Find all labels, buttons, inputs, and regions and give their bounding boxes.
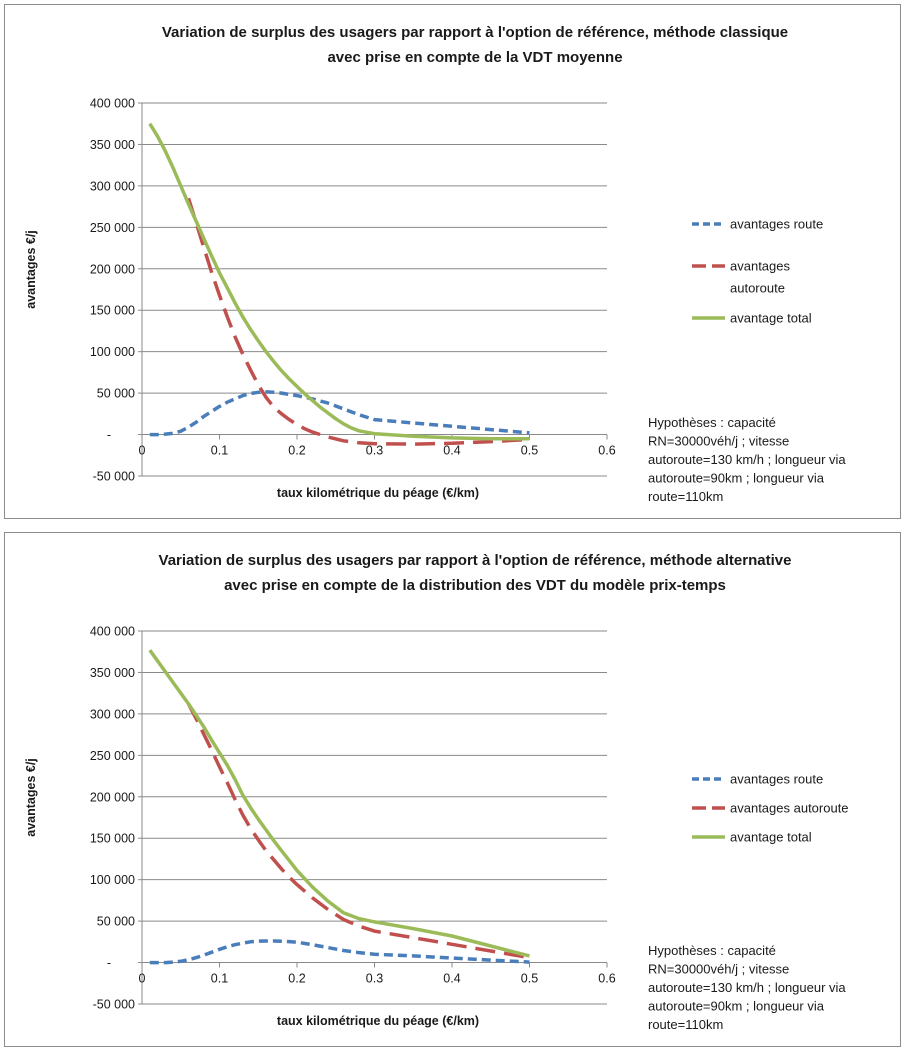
hypotheses-note-line: autoroute=90km ; longueur via [648, 999, 825, 1014]
series-line-route [149, 939, 530, 965]
x-tick-label: 0.6 [598, 444, 615, 458]
hypotheses-note-line: autoroute=130 km/h ; longueur via [648, 452, 846, 467]
legend-label: avantages [730, 259, 790, 274]
y-axis-label: avantages €/j [24, 230, 38, 309]
y-tick-label: - [107, 428, 111, 442]
y-tick-label: 100 000 [90, 873, 135, 887]
hypotheses-note-line: RN=30000véh/j ; vitesse [648, 962, 789, 977]
chart-title-line: avec prise en compte de la distribution … [224, 577, 726, 594]
legend-label: avantage total [730, 311, 812, 326]
x-tick-label: 0.1 [211, 972, 228, 986]
chart-title-line: Variation de surplus des usagers par rap… [162, 24, 788, 41]
x-tick-label: 0.4 [443, 972, 460, 986]
y-tick-label: 200 000 [90, 790, 135, 804]
hypotheses-note-line: Hypothèses : capacité [648, 415, 776, 430]
y-tick-label: 400 000 [90, 97, 135, 111]
y-tick-label: 50 000 [97, 915, 135, 929]
series-line-total [148, 649, 530, 958]
hypotheses-note-line: route=110km [648, 489, 723, 504]
x-tick-label: 0 [139, 972, 146, 986]
legend-label: avantages autoroute [730, 801, 849, 816]
chart-svg: Variation de surplus des usagers par rap… [24, 24, 846, 504]
legend-label: avantages route [730, 217, 823, 232]
legend-label: avantage total [730, 830, 812, 845]
x-tick-label: 0 [139, 444, 146, 458]
hypotheses-note-line: RN=30000véh/j ; vitesse [648, 434, 789, 449]
y-tick-label: 150 000 [90, 832, 135, 846]
hypotheses-note-line: route=110km [648, 1017, 723, 1032]
y-axis-label: avantages €/j [24, 758, 38, 837]
y-tick-label: 300 000 [90, 179, 135, 193]
x-tick-label: 0.3 [366, 972, 383, 986]
x-tick-label: 0.2 [288, 444, 305, 458]
hypotheses-note-line: Hypothèses : capacité [648, 943, 776, 958]
x-tick-label: 0.5 [521, 444, 538, 458]
y-tick-label: -50 000 [93, 998, 135, 1012]
chart-panel-alternative: Variation de surplus des usagers par rap… [4, 532, 901, 1047]
y-tick-label: - [107, 956, 111, 970]
x-tick-label: 0.3 [366, 444, 383, 458]
x-axis-label: taux kilométrique du péage (€/km) [277, 1014, 479, 1028]
y-tick-label: 350 000 [90, 138, 135, 152]
series-line-autoroute [186, 703, 530, 960]
hypotheses-note-line: autoroute=90km ; longueur via [648, 471, 825, 486]
y-tick-label: 400 000 [90, 625, 135, 639]
legend-label: autoroute [730, 281, 785, 296]
x-tick-label: 0.2 [288, 972, 305, 986]
y-tick-label: 150 000 [90, 304, 135, 318]
y-tick-label: 50 000 [97, 387, 135, 401]
x-axis-label: taux kilométrique du péage (€/km) [277, 486, 479, 500]
series-line-autoroute [186, 197, 530, 446]
x-tick-label: 0.5 [521, 972, 538, 986]
series-line-route [149, 390, 530, 437]
x-tick-label: 0.1 [211, 444, 228, 458]
y-tick-label: -50 000 [93, 470, 135, 484]
y-tick-label: 100 000 [90, 345, 135, 359]
x-tick-label: 0.6 [598, 972, 615, 986]
y-tick-label: 250 000 [90, 749, 135, 763]
series-line-total [148, 122, 530, 441]
y-tick-label: 200 000 [90, 262, 135, 276]
x-tick-label: 0.4 [443, 444, 460, 458]
chart-panel-classique: Variation de surplus des usagers par rap… [4, 4, 901, 519]
chart-title-line: Variation de surplus des usagers par rap… [159, 552, 792, 569]
legend-label: avantages route [730, 772, 823, 787]
y-tick-label: 250 000 [90, 221, 135, 235]
hypotheses-note-line: autoroute=130 km/h ; longueur via [648, 980, 846, 995]
y-tick-label: 300 000 [90, 707, 135, 721]
chart-svg: Variation de surplus des usagers par rap… [24, 552, 849, 1032]
y-tick-label: 350 000 [90, 666, 135, 680]
chart-title-line: avec prise en compte de la VDT moyenne [327, 49, 622, 66]
